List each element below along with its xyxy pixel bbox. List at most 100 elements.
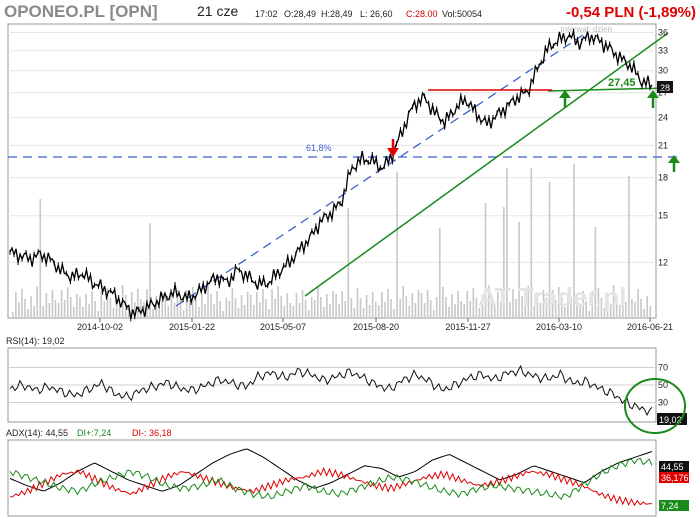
volume-bar: [439, 228, 441, 318]
volume-bar: [646, 296, 648, 318]
volume-bar: [423, 303, 426, 318]
volume-bar: [237, 308, 240, 318]
volume-bar: [643, 309, 645, 318]
volume-bar: [451, 294, 453, 318]
volume-bar: [222, 311, 225, 318]
volume-bar: [252, 305, 255, 318]
price-y-tick-label: 36: [658, 28, 668, 38]
volume-bar: [368, 305, 371, 318]
volume-bar: [82, 307, 84, 318]
volume-bar: [317, 287, 319, 318]
volume-bar: [124, 295, 127, 318]
volume-bar: [628, 176, 630, 318]
volume-bar: [359, 298, 362, 318]
volume-bar: [207, 284, 209, 318]
last-price-tag: [657, 81, 673, 93]
volume-bar: [432, 310, 435, 318]
volume-bar: [320, 297, 322, 318]
volume-bar: [228, 301, 231, 318]
di-minus-legend: DI-: 36,18: [132, 428, 172, 438]
volume-bar: [365, 295, 368, 318]
volume-bar: [112, 308, 115, 318]
volume-bar: [445, 297, 447, 318]
volume-bar: [85, 294, 87, 318]
volume-bar: [417, 290, 420, 318]
volume-bar: [173, 303, 176, 318]
volume-bar: [399, 299, 401, 318]
volume-bar: [280, 296, 282, 318]
volume-bar: [341, 291, 343, 318]
volume-bar: [149, 223, 151, 318]
down-arrow-breakout: [387, 139, 399, 157]
volume-bar: [329, 304, 331, 318]
volume-bar: [600, 298, 603, 318]
volume-bar: [384, 302, 386, 318]
volume-bar: [18, 302, 20, 318]
adx-title: ADX(14): 44,55: [6, 428, 68, 438]
support-level-label: 27,45: [608, 77, 636, 89]
volume-bar: [640, 299, 642, 318]
price-y-tick-label: 24: [658, 112, 668, 122]
volume-bar: [42, 306, 45, 318]
volume-bar: [109, 298, 112, 318]
volume-bar: [463, 304, 465, 318]
brand-watermark: AT Trader.pl: [478, 282, 626, 312]
volume-bar: [527, 286, 530, 318]
volume-bar: [204, 304, 206, 318]
volume-bar: [262, 289, 264, 318]
volume-bar: [304, 300, 307, 318]
volume-bar: [158, 306, 160, 318]
volume-bar: [378, 305, 380, 318]
volume-bar: [256, 292, 258, 318]
volume-bar: [512, 289, 514, 318]
volume-bar: [289, 303, 292, 318]
price-x-tick-label: 2016-06-21: [627, 322, 673, 332]
volume-bar: [530, 168, 533, 318]
volume-bar: [420, 293, 423, 318]
volume-bar: [15, 292, 17, 318]
channel-lower-line: [304, 32, 669, 297]
last-price-label: 28: [660, 83, 670, 93]
adx-panel-frame: [7, 439, 657, 517]
volume-bar: [143, 302, 145, 318]
volume-bar: [24, 299, 26, 318]
di-plus-legend: DI+:7,24: [77, 428, 111, 438]
volume-bar: [594, 227, 597, 318]
volume-bar: [30, 296, 32, 318]
header-high: H:28,49: [321, 9, 353, 19]
price-x-tick-label: 2015-08-20: [353, 322, 399, 332]
volume-bar: [274, 299, 276, 318]
volume-bar: [408, 306, 411, 318]
volume-bar: [509, 302, 511, 318]
volume-bar: [286, 293, 289, 318]
interval-watermark: Interwał: dzień: [560, 25, 612, 34]
volume-bar: [466, 291, 469, 318]
header-date: 21 cze: [197, 3, 238, 19]
rsi-highlight-circle: [624, 378, 686, 434]
volume-bar: [387, 289, 389, 318]
header-low: L: 26,60: [360, 9, 393, 19]
rsi-y-tick-label: 50: [658, 380, 668, 390]
volume-bar: [164, 296, 167, 318]
volume-bar: [460, 301, 462, 318]
rsi-title: RSI(14): 19,02: [6, 336, 65, 346]
volume-bar: [213, 304, 215, 318]
volume-bar: [335, 294, 337, 318]
price-y-tick-label: 18: [658, 173, 668, 183]
volume-bar: [567, 294, 569, 318]
price-panel-frame: [7, 23, 657, 319]
volume-bar: [27, 309, 29, 318]
di-minus-value-label: 36,176: [661, 473, 689, 483]
volume-bar: [622, 292, 624, 318]
price-y-tick-label: 21: [658, 140, 668, 150]
volume-bar: [76, 294, 78, 318]
volume-bar: [231, 288, 234, 318]
volume-bar: [106, 288, 109, 318]
rsi-series: [9, 364, 653, 417]
volume-bar: [155, 296, 157, 318]
volume-bar: [554, 300, 557, 318]
volume-bar: [298, 303, 301, 318]
volume-bar: [414, 303, 417, 318]
volume-bar: [268, 309, 270, 318]
